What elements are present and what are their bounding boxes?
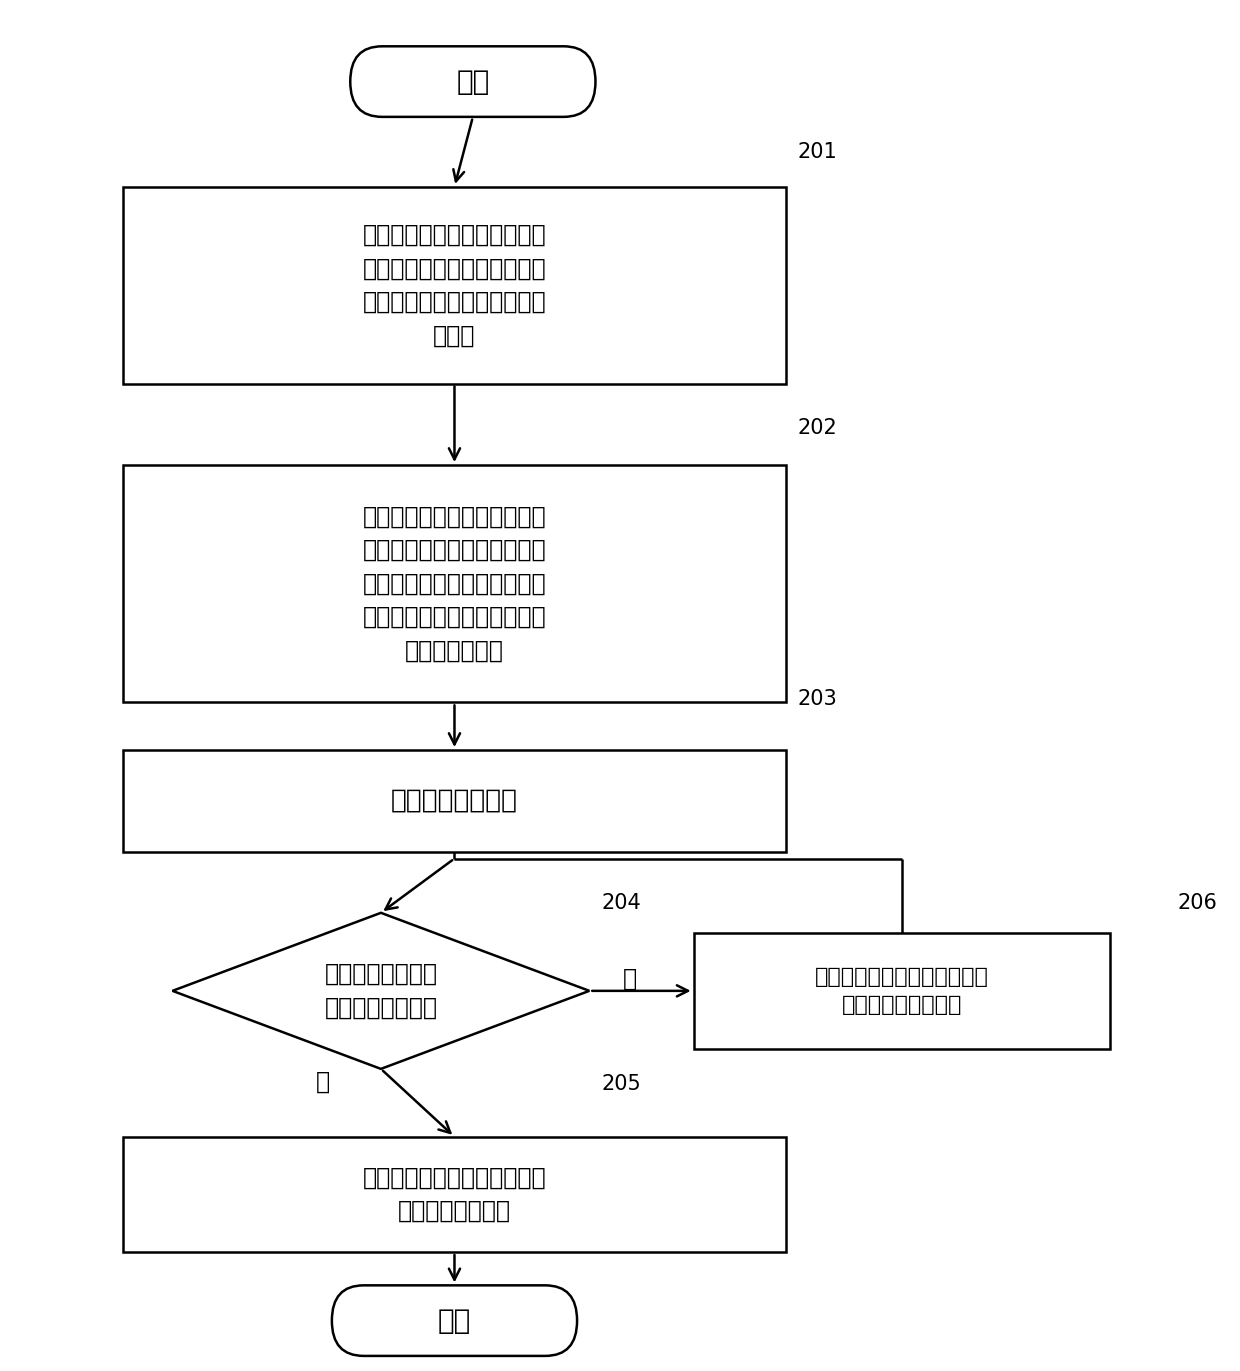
Text: 206: 206 (1178, 893, 1218, 913)
FancyBboxPatch shape (350, 47, 595, 117)
Text: 结束: 结束 (438, 1307, 471, 1334)
Text: 203: 203 (797, 690, 837, 709)
Text: 将预定骨架机理确定为燃烧化
学反应的骨架机理: 将预定骨架机理确定为燃烧化 学反应的骨架机理 (362, 1165, 547, 1223)
Text: 是: 是 (316, 1069, 330, 1094)
Bar (124, 186, 785, 384)
Text: 205: 205 (601, 1075, 641, 1094)
Text: 判断预定骨架机理
是否符合预定条件: 判断预定骨架机理 是否符合预定条件 (325, 962, 438, 1020)
Bar (693, 934, 1111, 1049)
Text: 202: 202 (797, 418, 837, 437)
Text: 对预定骨架机理中各敏感反应
的反应系数进行修正: 对预定骨架机理中各敏感反应 的反应系数进行修正 (815, 967, 990, 1015)
Bar (124, 750, 785, 851)
Text: 否: 否 (622, 967, 637, 991)
Text: 根据详细反应机理中各基元反
应对燃烧特性的影响，确定各
基元反应的敏感系数，将敏感
系数大于预定阈值的基元反应
选择为敏感反应: 根据详细反应机理中各基元反 应对燃烧特性的影响，确定各 基元反应的敏感系数，将敏… (362, 505, 547, 662)
Text: 开始: 开始 (456, 67, 490, 96)
FancyBboxPatch shape (332, 1286, 577, 1356)
Bar (124, 465, 785, 702)
Text: 获取参加燃烧化学反应的有效
燃料成分，并基于有效燃料成
分确定燃烧化学反应的详细反
应机理: 获取参加燃烧化学反应的有效 燃料成分，并基于有效燃料成 分确定燃烧化学反应的详细… (362, 223, 547, 347)
Text: 204: 204 (601, 893, 641, 913)
Polygon shape (172, 913, 589, 1069)
Text: 201: 201 (797, 143, 837, 162)
Text: 生成预定骨架机理: 生成预定骨架机理 (391, 788, 518, 814)
Bar (124, 1137, 785, 1252)
